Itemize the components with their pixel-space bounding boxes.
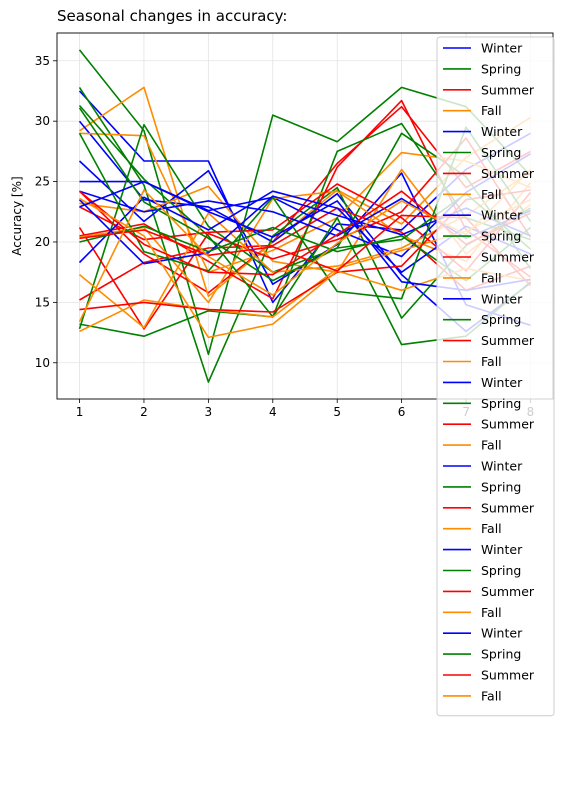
legend: Winter Spring Summer Fall Winter Spring Summer…: [436, 36, 555, 717]
y-tick-label: 35: [35, 54, 50, 68]
y-tick-label: 15: [35, 295, 50, 309]
legend-entry-label: Summer: [481, 668, 535, 683]
y-axis-label: Accuracy [%]: [10, 176, 24, 255]
legend-entry-label: Winter: [481, 375, 523, 390]
legend-entry-label: Spring: [481, 61, 521, 76]
legend-box: [436, 36, 555, 717]
y-tick-label: 10: [35, 356, 50, 370]
legend-entry-label: Fall: [481, 270, 502, 285]
legend-entry-label: Summer: [481, 584, 535, 599]
legend-entry-label: Spring: [481, 312, 521, 327]
legend-entry-label: Fall: [481, 103, 502, 118]
chart-title: Seasonal changes in accuracy:: [57, 7, 287, 25]
legend-entry-label: Winter: [481, 626, 523, 641]
legend-entry-label: Fall: [481, 438, 502, 453]
legend-entry-label: Winter: [481, 208, 523, 223]
legend-entry-label: Fall: [481, 187, 502, 202]
x-tick-label: 6: [398, 405, 406, 419]
legend-entry-label: Spring: [481, 479, 521, 494]
y-tick-label: 30: [35, 114, 50, 128]
legend-entry-label: Summer: [481, 166, 535, 181]
y-tick-label: 20: [35, 235, 50, 249]
legend-entry-label: Winter: [481, 291, 523, 306]
legend-entry-label: Summer: [481, 417, 535, 432]
x-tick-label: 5: [333, 405, 341, 419]
legend-entry-label: Winter: [481, 41, 523, 56]
legend-entry-label: Summer: [481, 250, 535, 265]
x-tick-label: 1: [76, 405, 84, 419]
legend-entry-label: Spring: [481, 396, 521, 411]
legend-entry-label: Spring: [481, 647, 521, 662]
legend-entry-label: Fall: [481, 521, 502, 536]
legend-entry-label: Fall: [481, 354, 502, 369]
legend-entry-label: Winter: [481, 542, 523, 557]
legend-entry-label: Fall: [481, 605, 502, 620]
legend-entry-label: Winter: [481, 459, 523, 474]
legend-entry-label: Summer: [481, 500, 535, 515]
y-tick-label: 25: [35, 175, 50, 189]
legend-entry-label: Spring: [481, 229, 521, 244]
legend-entry-label: Summer: [481, 82, 535, 97]
legend-entry-label: Summer: [481, 333, 535, 348]
legend-entry-label: Spring: [481, 145, 521, 160]
x-tick-label: 4: [269, 405, 277, 419]
x-tick-label: 3: [205, 405, 213, 419]
legend-entry-label: Spring: [481, 563, 521, 578]
legend-entry-label: Fall: [481, 688, 502, 703]
legend-entry-label: Winter: [481, 124, 523, 139]
x-tick-label: 2: [140, 405, 148, 419]
